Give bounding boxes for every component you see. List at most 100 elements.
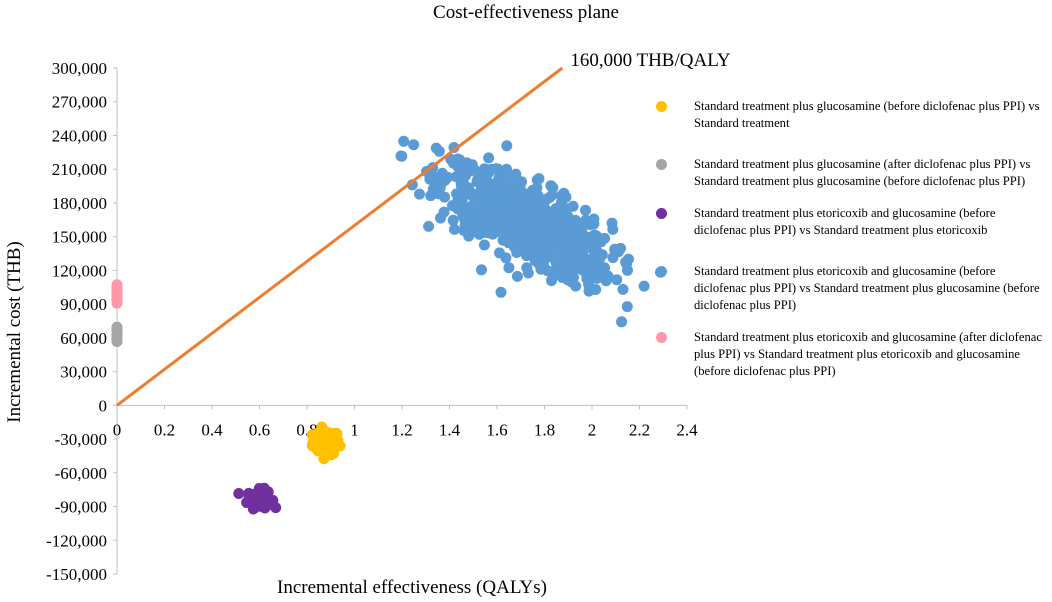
threshold-line xyxy=(116,66,564,407)
data-point xyxy=(581,269,593,281)
data-point xyxy=(550,235,562,247)
data-point xyxy=(423,220,435,232)
data-point xyxy=(509,216,521,228)
data-point xyxy=(111,330,123,342)
legend-marker-purple xyxy=(656,208,667,219)
data-point xyxy=(320,426,331,438)
data-point xyxy=(317,444,329,456)
x-tick-label: 2 xyxy=(588,420,597,439)
data-point xyxy=(621,258,632,270)
data-point xyxy=(555,266,567,278)
data-point xyxy=(466,159,478,171)
data-point xyxy=(500,252,512,264)
data-point xyxy=(593,254,605,265)
y-tick-label: 240,000 xyxy=(52,126,107,145)
legend-label: Standard treatment plus glucosamine (aft… xyxy=(694,157,1031,188)
data-point xyxy=(398,135,410,147)
data-point xyxy=(248,492,260,504)
y-tick-label: 300,000 xyxy=(52,59,107,78)
data-point xyxy=(459,165,471,177)
data-point xyxy=(436,167,448,179)
data-point xyxy=(475,177,487,188)
legend-label: Standard treatment plus etoricoxib and g… xyxy=(694,264,1040,312)
data-point xyxy=(439,191,451,203)
data-point xyxy=(111,288,123,300)
y-tick-label: -120,000 xyxy=(46,531,107,550)
y-tick-label: 30,000 xyxy=(60,363,107,382)
legend: Standard treatment plus glucosamine (bef… xyxy=(650,98,1045,380)
data-point xyxy=(616,316,628,328)
data-point xyxy=(330,431,342,443)
y-tick-label: 120,000 xyxy=(52,261,107,280)
data-point xyxy=(576,248,588,260)
data-point xyxy=(476,213,487,225)
data-point xyxy=(588,229,600,241)
data-point xyxy=(547,182,559,194)
y-tick-label: 180,000 xyxy=(52,194,107,213)
data-point xyxy=(449,223,460,235)
data-point xyxy=(458,177,469,189)
legend-marker-yellow xyxy=(656,101,667,112)
legend-item-etoricoxib-vs-etoricoxib: Standard treatment plus etoricoxib and g… xyxy=(650,205,1045,239)
axes: 300,000 270,000 240,000 210,000 180,000 150,0… xyxy=(46,59,698,584)
data-point xyxy=(638,280,650,292)
data-point xyxy=(451,170,463,182)
data-point xyxy=(602,270,614,282)
x-tick-label: 0.4 xyxy=(201,420,223,439)
data-point xyxy=(529,253,541,264)
data-point xyxy=(580,218,592,230)
y-tick-label: 150,000 xyxy=(52,228,107,247)
data-point xyxy=(484,196,496,208)
data-point xyxy=(556,214,568,226)
data-point xyxy=(533,214,544,226)
data-point xyxy=(430,142,442,154)
data-point xyxy=(490,220,502,232)
threshold-label: 160,000 THB/QALY xyxy=(570,50,731,71)
legend-item-glucosamine-before: Standard treatment plus glucosamine (bef… xyxy=(650,98,1045,132)
legend-marker-gray xyxy=(656,159,667,170)
legend-marker-pink xyxy=(656,332,667,343)
data-point xyxy=(606,217,618,229)
data-point xyxy=(588,213,600,225)
y-tick-label: -60,000 xyxy=(55,464,107,483)
x-tick-label: 1.8 xyxy=(534,420,555,439)
x-tick-label: 1.2 xyxy=(391,420,412,439)
data-point xyxy=(494,189,506,201)
data-point xyxy=(447,214,459,226)
data-point xyxy=(414,188,425,200)
data-point xyxy=(566,276,578,288)
data-point xyxy=(534,200,546,211)
y-axis-label: Incremental cost (THB) xyxy=(4,241,25,422)
legend-label: Standard treatment plus etoricoxib and g… xyxy=(694,206,996,237)
data-point xyxy=(483,152,495,164)
legend-item-etoricoxib-vs-glucosamine: Standard treatment plus etoricoxib and g… xyxy=(650,263,1045,314)
threshold-line-group: 160,000 THB/QALY xyxy=(116,50,731,407)
data-point xyxy=(468,220,479,232)
data-point xyxy=(562,242,574,253)
data-point xyxy=(436,176,448,188)
data-point xyxy=(497,201,509,213)
data-point xyxy=(521,250,532,262)
data-point xyxy=(464,186,476,198)
scatter-points xyxy=(111,135,666,515)
data-point xyxy=(501,163,513,175)
data-point xyxy=(427,183,439,195)
data-point xyxy=(502,224,514,236)
data-point xyxy=(599,232,611,244)
legend-label: Standard treatment plus glucosamine (bef… xyxy=(694,99,1040,130)
y-tick-label: -150,000 xyxy=(46,565,107,584)
y-tick-label: 210,000 xyxy=(52,160,107,179)
y-tick-label: 0 xyxy=(99,396,108,415)
x-tick-label: 1.6 xyxy=(486,420,507,439)
data-point xyxy=(448,142,460,153)
legend-item-glucosamine-after: Standard treatment plus glucosamine (aft… xyxy=(650,156,1045,190)
x-tick-label: 1.4 xyxy=(439,420,461,439)
data-point xyxy=(621,301,633,313)
data-point xyxy=(543,221,555,233)
data-point xyxy=(485,212,496,224)
data-point xyxy=(615,242,627,254)
data-point xyxy=(446,200,458,212)
data-point xyxy=(566,262,578,274)
data-point xyxy=(511,270,523,282)
